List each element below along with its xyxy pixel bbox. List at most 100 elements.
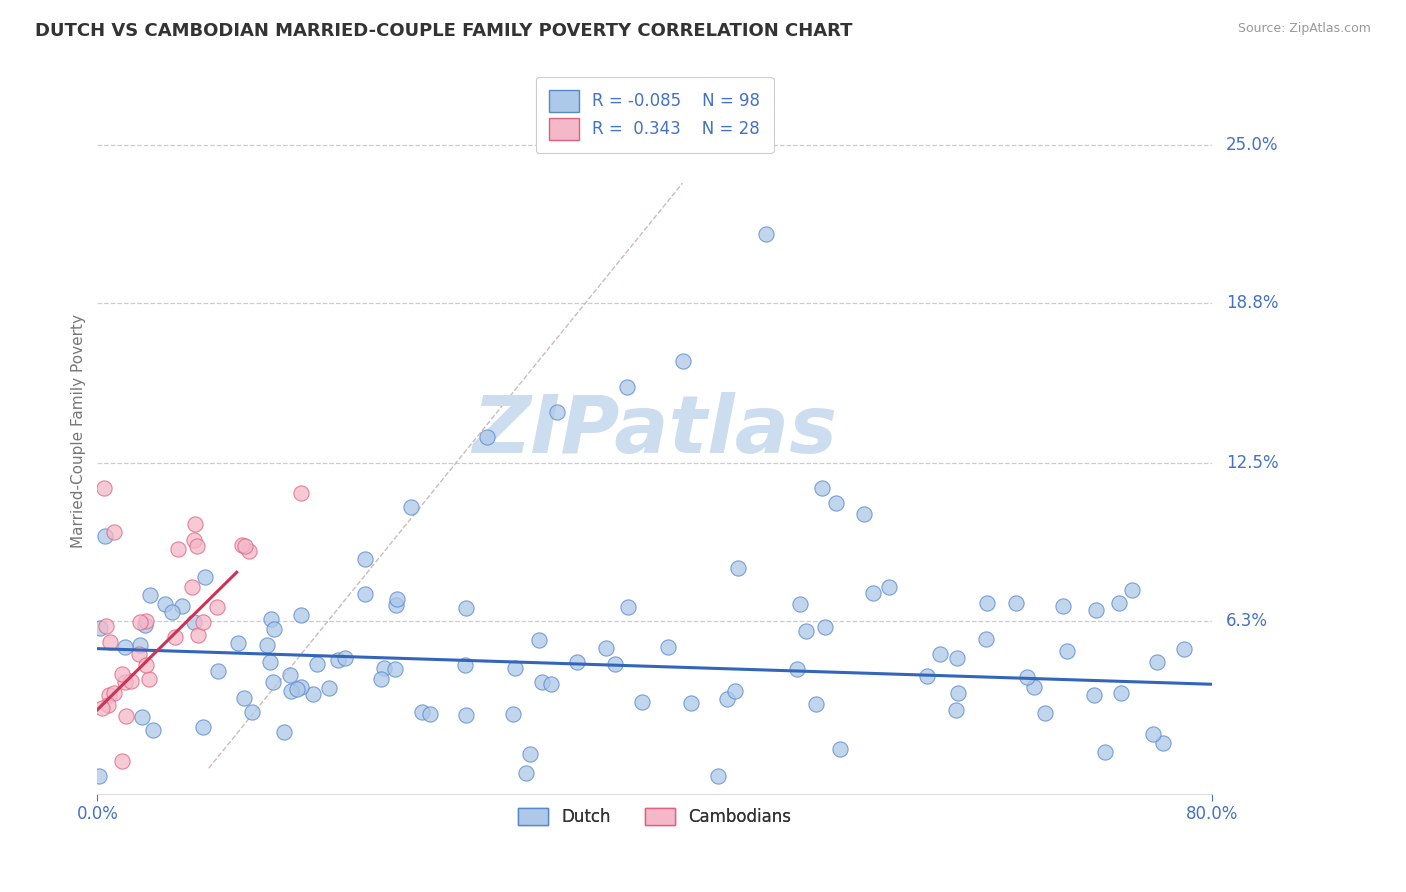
Point: [232, 691, 254, 706]
Point: [814, 620, 837, 634]
Point: [111, 667, 134, 681]
Point: [1109, 686, 1132, 700]
Point: [454, 600, 477, 615]
Point: [565, 655, 588, 669]
Point: [103, 686, 125, 700]
Point: [716, 692, 738, 706]
Point: [546, 405, 568, 419]
Point: [595, 641, 617, 656]
Point: [138, 588, 160, 602]
Point: [134, 618, 156, 632]
Point: [335, 651, 357, 665]
Point: [929, 647, 952, 661]
Point: [976, 596, 998, 610]
Point: [89, 621, 111, 635]
Point: [1052, 599, 1074, 613]
Point: [1152, 736, 1174, 750]
Point: [326, 653, 349, 667]
Point: [129, 615, 152, 630]
Point: [385, 598, 408, 612]
Point: [153, 597, 176, 611]
Point: [273, 724, 295, 739]
Point: [1015, 670, 1038, 684]
Point: [226, 636, 249, 650]
Point: [1056, 644, 1078, 658]
Point: [1083, 688, 1105, 702]
Point: [97, 698, 120, 712]
Point: [354, 552, 377, 566]
Point: [114, 675, 136, 690]
Point: [515, 766, 537, 780]
Text: 12.5%: 12.5%: [1226, 454, 1278, 472]
Point: [103, 524, 125, 539]
Point: [181, 580, 204, 594]
Point: [305, 657, 328, 671]
Point: [1121, 583, 1143, 598]
Point: [946, 651, 969, 665]
Point: [238, 544, 260, 558]
Point: [411, 705, 433, 719]
Point: [260, 612, 283, 626]
Point: [138, 672, 160, 686]
Point: [794, 624, 817, 638]
Point: [806, 698, 828, 712]
Point: [617, 600, 640, 615]
Point: [165, 630, 187, 644]
Point: [706, 769, 728, 783]
Point: [1173, 642, 1195, 657]
Point: [789, 597, 811, 611]
Point: [419, 706, 441, 721]
Point: [671, 354, 693, 368]
Point: [370, 672, 392, 686]
Point: [135, 614, 157, 628]
Point: [96, 619, 118, 633]
Point: [946, 686, 969, 700]
Point: [186, 539, 208, 553]
Point: [278, 668, 301, 682]
Point: [755, 227, 778, 241]
Point: [1108, 597, 1130, 611]
Point: [657, 640, 679, 654]
Point: [318, 681, 340, 695]
Point: [631, 695, 654, 709]
Point: [256, 638, 278, 652]
Point: [301, 687, 323, 701]
Point: [1033, 706, 1056, 720]
Point: [477, 430, 499, 444]
Point: [519, 747, 541, 761]
Point: [540, 677, 562, 691]
Point: [233, 539, 256, 553]
Point: [191, 720, 214, 734]
Point: [290, 607, 312, 622]
Point: [862, 585, 884, 599]
Text: Source: ZipAtlas.com: Source: ZipAtlas.com: [1237, 22, 1371, 36]
Point: [1146, 655, 1168, 669]
Point: [205, 600, 228, 615]
Point: [231, 538, 253, 552]
Point: [135, 658, 157, 673]
Point: [399, 500, 422, 515]
Point: [183, 533, 205, 548]
Point: [87, 769, 110, 783]
Point: [681, 696, 703, 710]
Point: [502, 706, 524, 721]
Point: [1142, 727, 1164, 741]
Point: [259, 655, 281, 669]
Point: [290, 486, 312, 500]
Point: [160, 605, 183, 619]
Point: [724, 684, 747, 698]
Point: [90, 701, 112, 715]
Point: [120, 674, 142, 689]
Point: [1084, 603, 1107, 617]
Point: [280, 683, 302, 698]
Point: [193, 615, 215, 629]
Point: [974, 632, 997, 647]
Y-axis label: Married-Couple Family Poverty: Married-Couple Family Poverty: [72, 314, 86, 548]
Point: [93, 481, 115, 495]
Point: [915, 669, 938, 683]
Point: [945, 703, 967, 717]
Point: [454, 657, 477, 672]
Point: [727, 561, 749, 575]
Point: [852, 507, 875, 521]
Point: [114, 640, 136, 655]
